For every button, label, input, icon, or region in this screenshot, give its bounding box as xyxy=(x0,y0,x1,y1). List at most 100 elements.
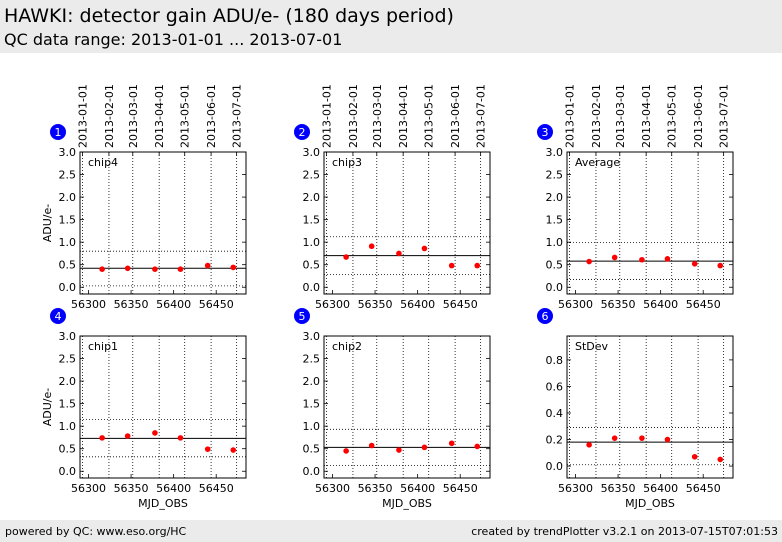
y-tick-label: 2.5 xyxy=(303,169,321,182)
y-tick-label: 0.5 xyxy=(59,443,77,456)
data-point xyxy=(343,254,349,260)
panel-label: StDev xyxy=(575,340,609,353)
data-point xyxy=(611,435,618,441)
top-date-label: 2013-07-01 xyxy=(231,84,244,148)
panel-number: 4 xyxy=(55,310,62,323)
x-tick-label: 56350 xyxy=(114,482,149,495)
y-tick-label: 3.0 xyxy=(303,330,321,343)
top-date-label: 2013-03-01 xyxy=(371,84,384,148)
x-tick-label: 56400 xyxy=(156,298,191,311)
x-axis-label: MJD_OBS xyxy=(382,497,432,510)
data-point xyxy=(474,262,481,269)
top-date-label: 2013-02-01 xyxy=(103,84,116,148)
data-point xyxy=(611,254,618,261)
y-tick-label: 1.0 xyxy=(303,236,321,249)
panel-label: chip1 xyxy=(88,340,118,353)
data-point xyxy=(152,430,158,436)
y-tick-label: 0.8 xyxy=(546,354,564,367)
data-point xyxy=(368,442,375,449)
y-tick-label: 0.5 xyxy=(546,259,564,272)
plot-frame xyxy=(79,151,247,295)
data-point xyxy=(177,266,184,273)
data-point xyxy=(421,245,428,252)
x-tick-label: 56450 xyxy=(443,482,478,495)
y-tick-label: 3.0 xyxy=(546,146,564,159)
panel-number: 2 xyxy=(299,126,306,139)
x-tick-label: 56400 xyxy=(156,482,191,495)
panel-number-badge xyxy=(294,124,310,140)
y-tick-label: 2.0 xyxy=(59,375,77,388)
y-tick-label: 0.0 xyxy=(59,465,77,478)
x-tick-label: 56350 xyxy=(601,298,636,311)
data-point xyxy=(448,440,455,447)
x-tick-label: 56300 xyxy=(71,482,106,495)
y-axis-label: ADU/e- xyxy=(41,204,54,243)
header-bar: HAWKI: detector gain ADU/e- (180 days pe… xyxy=(0,0,782,53)
footer-bar: powered by QC: www.eso.org/HC created by… xyxy=(0,520,782,542)
data-point xyxy=(204,446,211,452)
y-tick-label: 0.5 xyxy=(59,259,77,272)
y-tick-label: 2.0 xyxy=(546,191,564,204)
data-point xyxy=(691,260,698,267)
top-date-label: 2013-05-01 xyxy=(423,84,436,148)
panel-4: 0.0 0.5 1.0 1.5 2.0 2.5 3.0 56300 56350 56400 5645… xyxy=(41,308,247,510)
panel-6: 0.0 0.2 0.4 0.6 0.8 56300 56350 56400 56450 StDev… xyxy=(537,308,734,510)
data-point xyxy=(474,443,481,450)
data-point xyxy=(639,256,645,263)
y-tick-label: 2.0 xyxy=(59,191,77,204)
plot-frame xyxy=(566,335,734,479)
top-date-label: 2013-02-01 xyxy=(590,84,603,148)
y-tick-label: 1.0 xyxy=(59,420,77,433)
y-tick-label: 3.0 xyxy=(59,330,77,343)
y-tick-label: 0.2 xyxy=(546,434,564,447)
y-tick-label: 1.0 xyxy=(546,236,564,249)
y-tick-label: 1.5 xyxy=(59,214,77,227)
data-point xyxy=(691,453,698,460)
y-tick-label: 1.0 xyxy=(303,420,321,433)
data-point xyxy=(586,442,592,448)
footer-powered-by: powered by QC: www.eso.org/HC xyxy=(5,525,187,538)
y-tick-label: 0.5 xyxy=(303,443,321,456)
y-tick-label: 2.5 xyxy=(546,169,564,182)
panel-number: 5 xyxy=(299,310,306,323)
top-date-label: 2013-07-01 xyxy=(718,84,731,148)
top-date-label: 2013-01-01 xyxy=(77,84,90,148)
x-tick-label: 56450 xyxy=(199,298,234,311)
panel-number-badge xyxy=(537,308,553,324)
top-date-label: 2013-03-01 xyxy=(127,84,140,148)
y-axis-label: ADU/e- xyxy=(41,388,54,427)
top-date-label: 2013-04-01 xyxy=(640,84,653,148)
y-tick-label: 1.5 xyxy=(59,398,77,411)
panel-number-badge xyxy=(50,124,66,140)
plot-frame xyxy=(79,335,247,479)
panel-label: chip2 xyxy=(332,340,362,353)
data-point xyxy=(664,256,671,262)
y-tick-label: 3.0 xyxy=(59,146,77,159)
plot-frame xyxy=(566,151,734,295)
x-tick-label: 56450 xyxy=(686,482,721,495)
data-point xyxy=(639,435,645,441)
x-tick-label: 56350 xyxy=(601,482,636,495)
top-date-label: 2013-01-01 xyxy=(321,84,334,148)
panel-label: chip4 xyxy=(88,156,118,169)
y-tick-label: 2.0 xyxy=(303,375,321,388)
data-point xyxy=(124,265,131,272)
y-tick-label: 0.5 xyxy=(303,259,321,272)
data-point xyxy=(717,456,724,463)
x-tick-label: 56300 xyxy=(558,482,593,495)
top-date-label: 2013-05-01 xyxy=(179,84,192,148)
y-tick-label: 2.5 xyxy=(303,353,321,366)
x-axis-label: MJD_OBS xyxy=(625,497,675,510)
top-date-label: 2013-06-01 xyxy=(449,84,462,148)
y-tick-label: 0.0 xyxy=(546,281,564,294)
panel-number-badge xyxy=(537,124,553,140)
top-date-label: 2013-03-01 xyxy=(614,84,627,148)
data-point xyxy=(124,433,131,439)
top-date-label: 2013-01-01 xyxy=(564,84,577,148)
y-tick-label: 0.4 xyxy=(546,407,564,420)
top-date-label: 2013-04-01 xyxy=(153,84,166,148)
data-point xyxy=(152,266,158,273)
x-axis-label: MJD_OBS xyxy=(138,497,188,510)
y-tick-label: 2.0 xyxy=(303,191,321,204)
